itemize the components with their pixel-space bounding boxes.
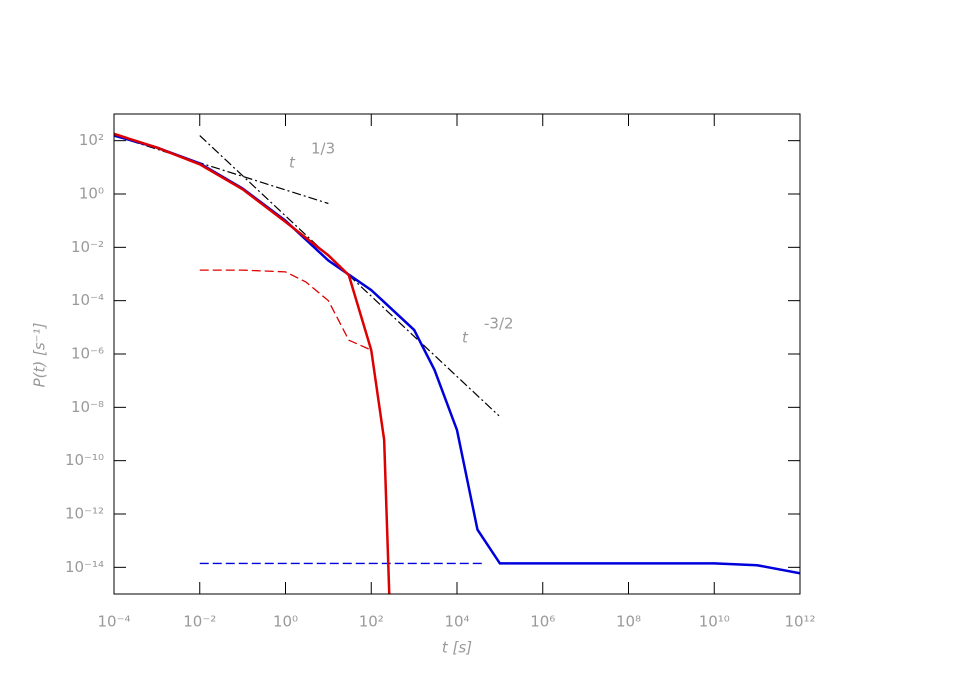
y-tick-label: 10⁻² [71, 238, 104, 256]
x-tick-label: 10⁻² [183, 613, 216, 631]
x-tick-label: 10¹⁰ [699, 613, 730, 631]
x-tick-label: 10⁰ [273, 613, 298, 631]
y-tick-label: 10² [79, 131, 104, 149]
y-tick-label: 10⁻¹² [65, 505, 104, 523]
series-line [114, 132, 391, 594]
plot-frame [113, 113, 801, 595]
x-tick-label: 10⁶ [530, 613, 555, 631]
x-axis-label: t [s] [442, 639, 472, 657]
y-tick-label: 10⁻⁴ [71, 291, 104, 309]
series-line [114, 134, 800, 575]
plot-area [114, 132, 800, 594]
series-line [199, 269, 372, 351]
y-tick-label: 10⁻¹⁴ [65, 558, 104, 576]
y-tick-label: 10⁻⁶ [71, 345, 104, 363]
y-tick-label: 10⁰ [79, 185, 104, 203]
y-tick-label: 10⁻⁸ [71, 398, 104, 416]
y-tick-label: 10⁻¹⁰ [65, 451, 104, 469]
annotation-base: t [462, 329, 469, 347]
x-tick-label: 10⁸ [616, 613, 641, 631]
annotation-exponent: 1/3 [311, 140, 335, 158]
annotation-exponent: -3/2 [484, 315, 514, 333]
x-tick-label: 10⁴ [444, 613, 469, 631]
y-axis-label: P(t) [s⁻¹] [31, 322, 49, 387]
x-tick-label: 10¹² [784, 613, 815, 631]
series-line [114, 135, 329, 205]
x-tick-label: 10⁻⁴ [97, 613, 130, 631]
x-tick-label: 10² [359, 613, 384, 631]
annotation-base: t [289, 154, 296, 172]
